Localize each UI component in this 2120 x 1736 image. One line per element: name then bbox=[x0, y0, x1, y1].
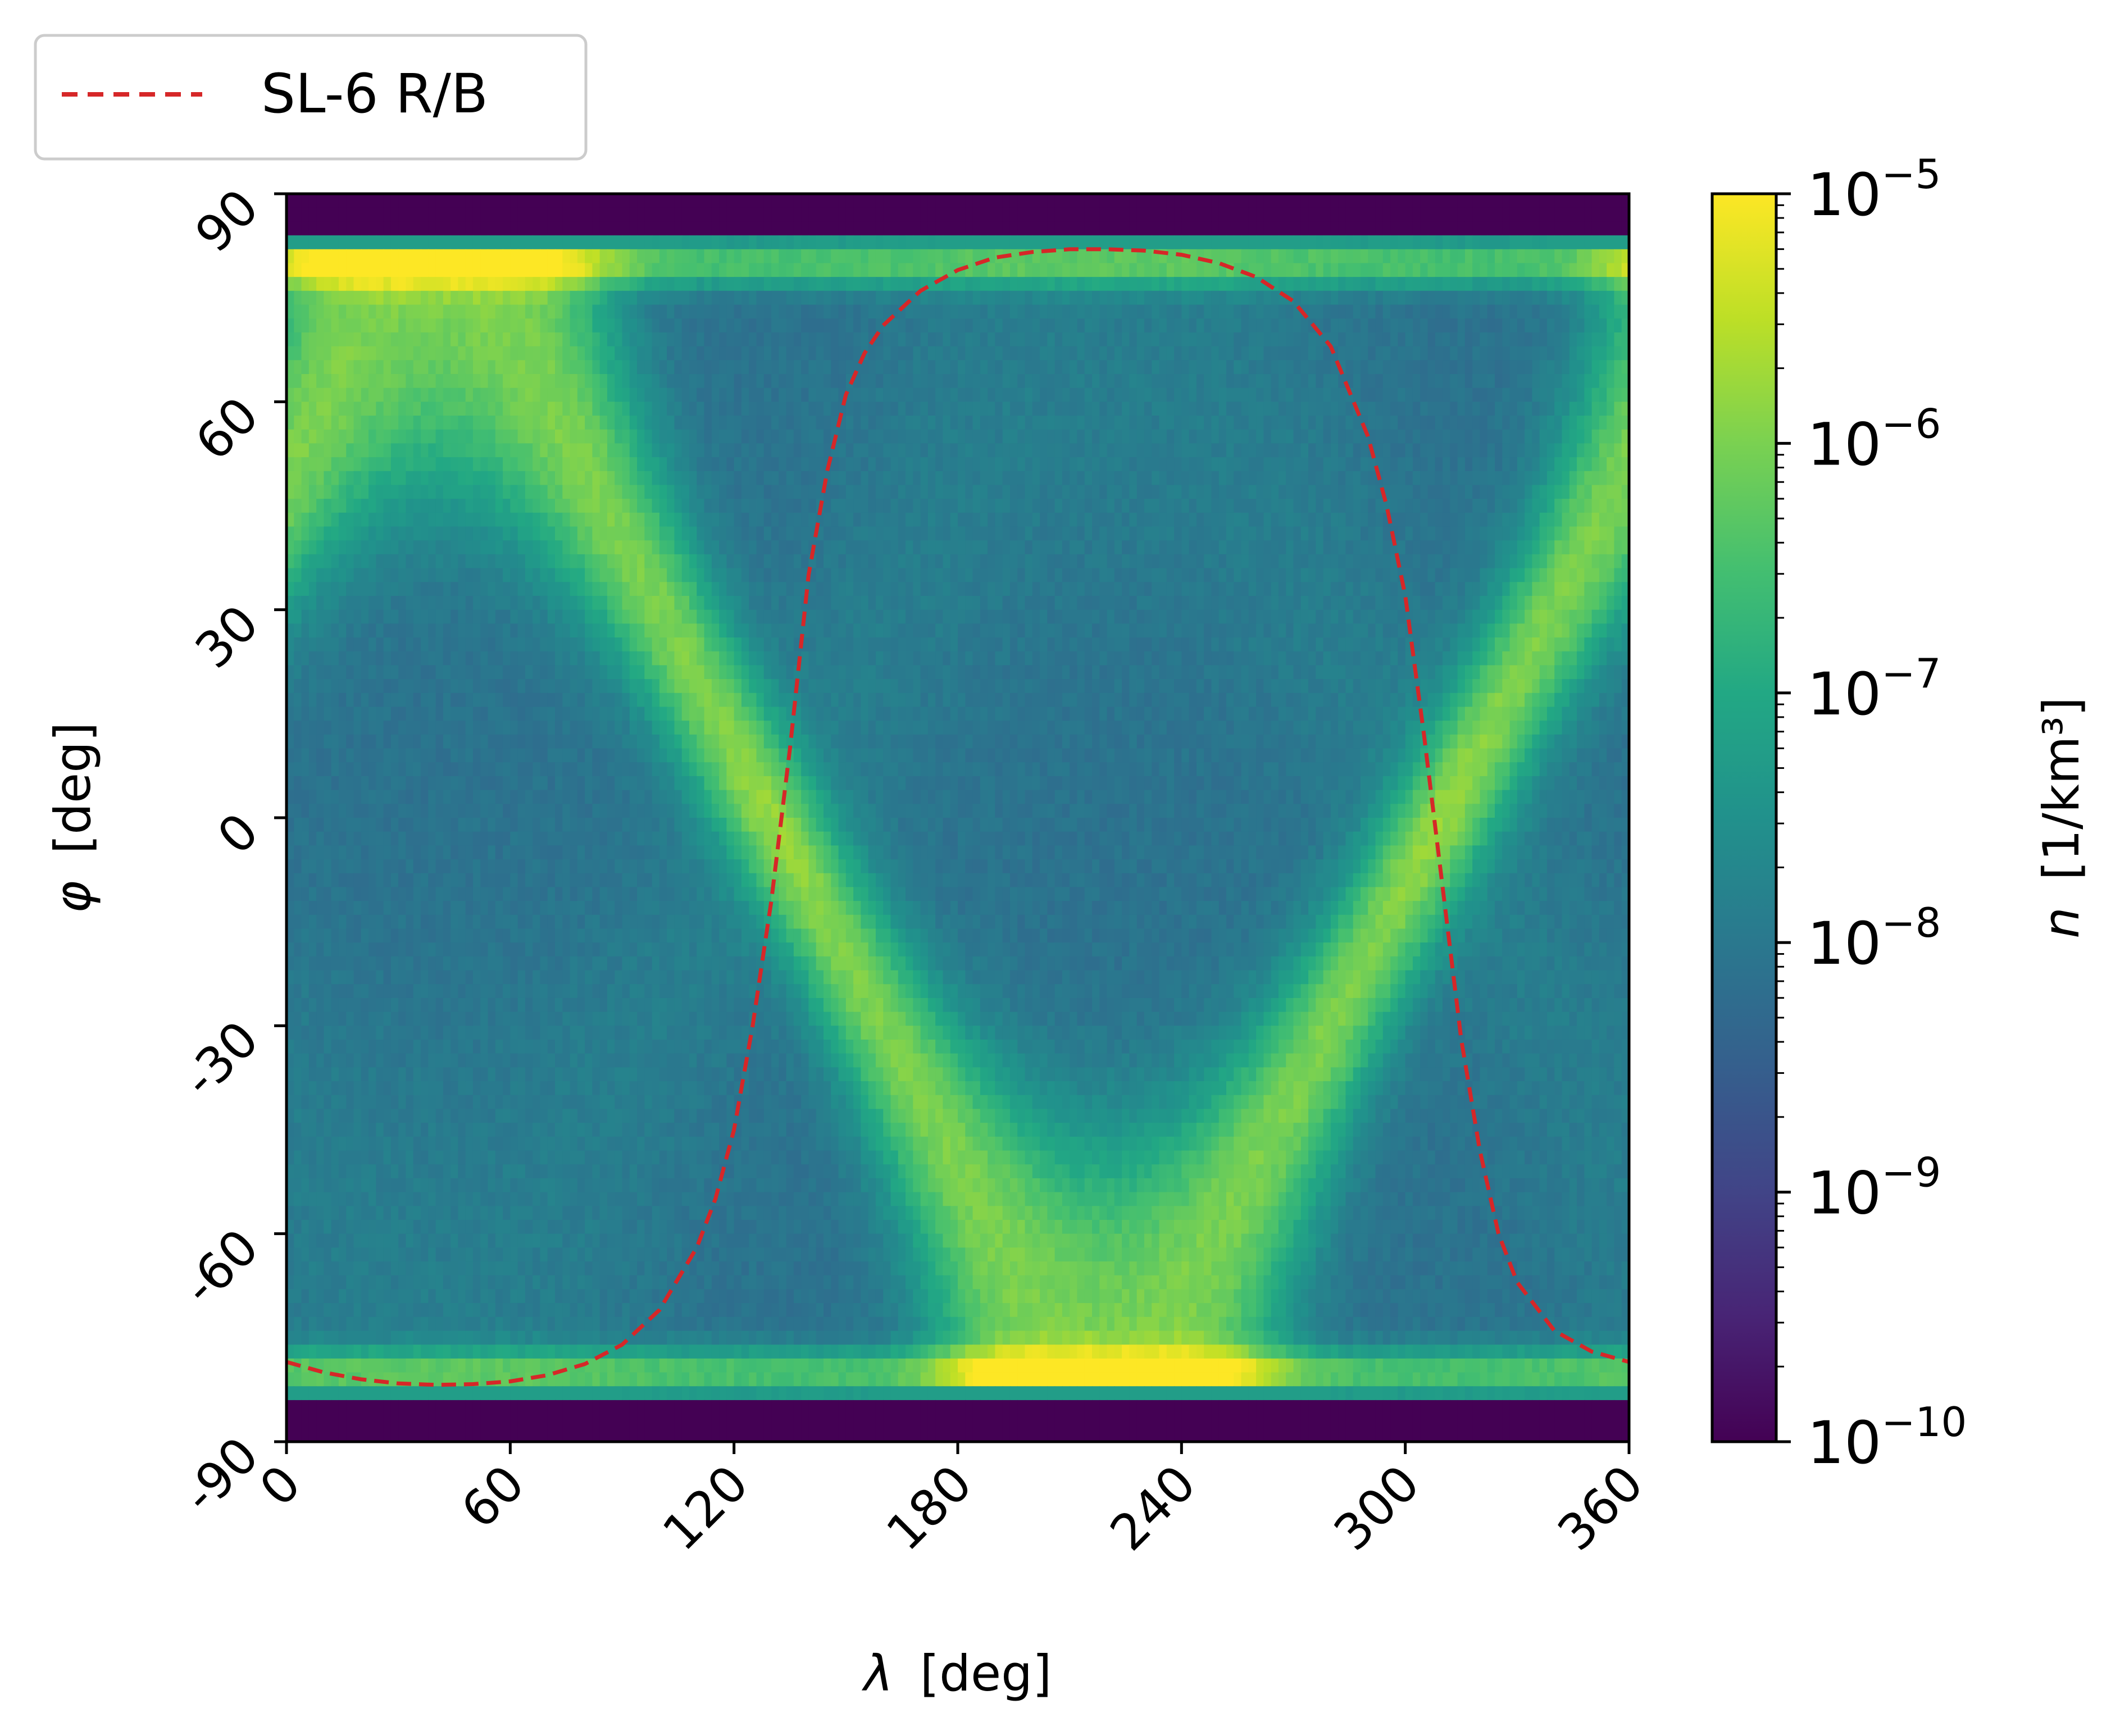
y-tick-label: -30 bbox=[171, 1010, 269, 1108]
colorbar-symbol: n bbox=[2032, 907, 2090, 938]
x-tick-label: 300 bbox=[1323, 1454, 1431, 1562]
colorbar: 10−10 10−9 10−8 10−7 10−6 10−5 n [1/km³] bbox=[1710, 151, 2090, 1477]
x-axis-unit: [deg] bbox=[920, 1644, 1052, 1702]
y-axis-ticks: -90 -60 -30 0 30 60 90 bbox=[171, 178, 286, 1524]
colorbar-tick-label: 10−6 bbox=[1807, 400, 1941, 479]
legend: SL-6 R/B bbox=[34, 34, 588, 161]
x-axis-symbol: λ bbox=[862, 1644, 893, 1702]
y-tick-label: 0 bbox=[206, 802, 269, 865]
colorbar-label: n [1/km³] bbox=[2032, 697, 2090, 938]
y-axis-label: φ [deg] bbox=[44, 722, 102, 914]
colorbar-tick-label: 10−8 bbox=[1807, 899, 1941, 978]
y-tick-label: -90 bbox=[171, 1426, 269, 1524]
y-tick-label: -60 bbox=[171, 1218, 269, 1316]
heatmap-cells bbox=[286, 194, 1629, 1442]
y-tick-label: 90 bbox=[184, 178, 270, 263]
y-axis-unit: [deg] bbox=[44, 722, 102, 854]
y-tick-label: 60 bbox=[184, 386, 270, 471]
colorbar-tick-label: 10−9 bbox=[1807, 1149, 1941, 1228]
x-tick-label: 60 bbox=[450, 1454, 535, 1539]
x-tick-label: 240 bbox=[1099, 1454, 1207, 1562]
colorbar-tick-label: 10−10 bbox=[1807, 1398, 1967, 1477]
x-tick-label: 120 bbox=[652, 1454, 759, 1562]
x-tick-label: 360 bbox=[1546, 1454, 1654, 1562]
y-axis-symbol: φ bbox=[44, 881, 102, 913]
colorbar-ticks: 10−10 10−9 10−8 10−7 10−6 10−5 bbox=[1776, 151, 1967, 1477]
legend-frame bbox=[34, 34, 588, 161]
colorbar-gradient bbox=[1710, 192, 1778, 1443]
x-tick-label: 180 bbox=[875, 1454, 983, 1562]
colorbar-unit: [1/km³] bbox=[2032, 697, 2090, 880]
x-axis-label: λ [deg] bbox=[862, 1644, 1052, 1702]
sl6-rb-track-line bbox=[286, 247, 1629, 1387]
colorbar-tick-label: 10−7 bbox=[1807, 650, 1941, 728]
colorbar-tick-label: 10−5 bbox=[1807, 151, 1941, 229]
legend-label-sl6-rb: SL-6 R/B bbox=[261, 62, 488, 125]
y-tick-label: 30 bbox=[184, 594, 270, 680]
x-axis-ticks: 0 60 120 180 240 300 360 bbox=[248, 1442, 1654, 1562]
